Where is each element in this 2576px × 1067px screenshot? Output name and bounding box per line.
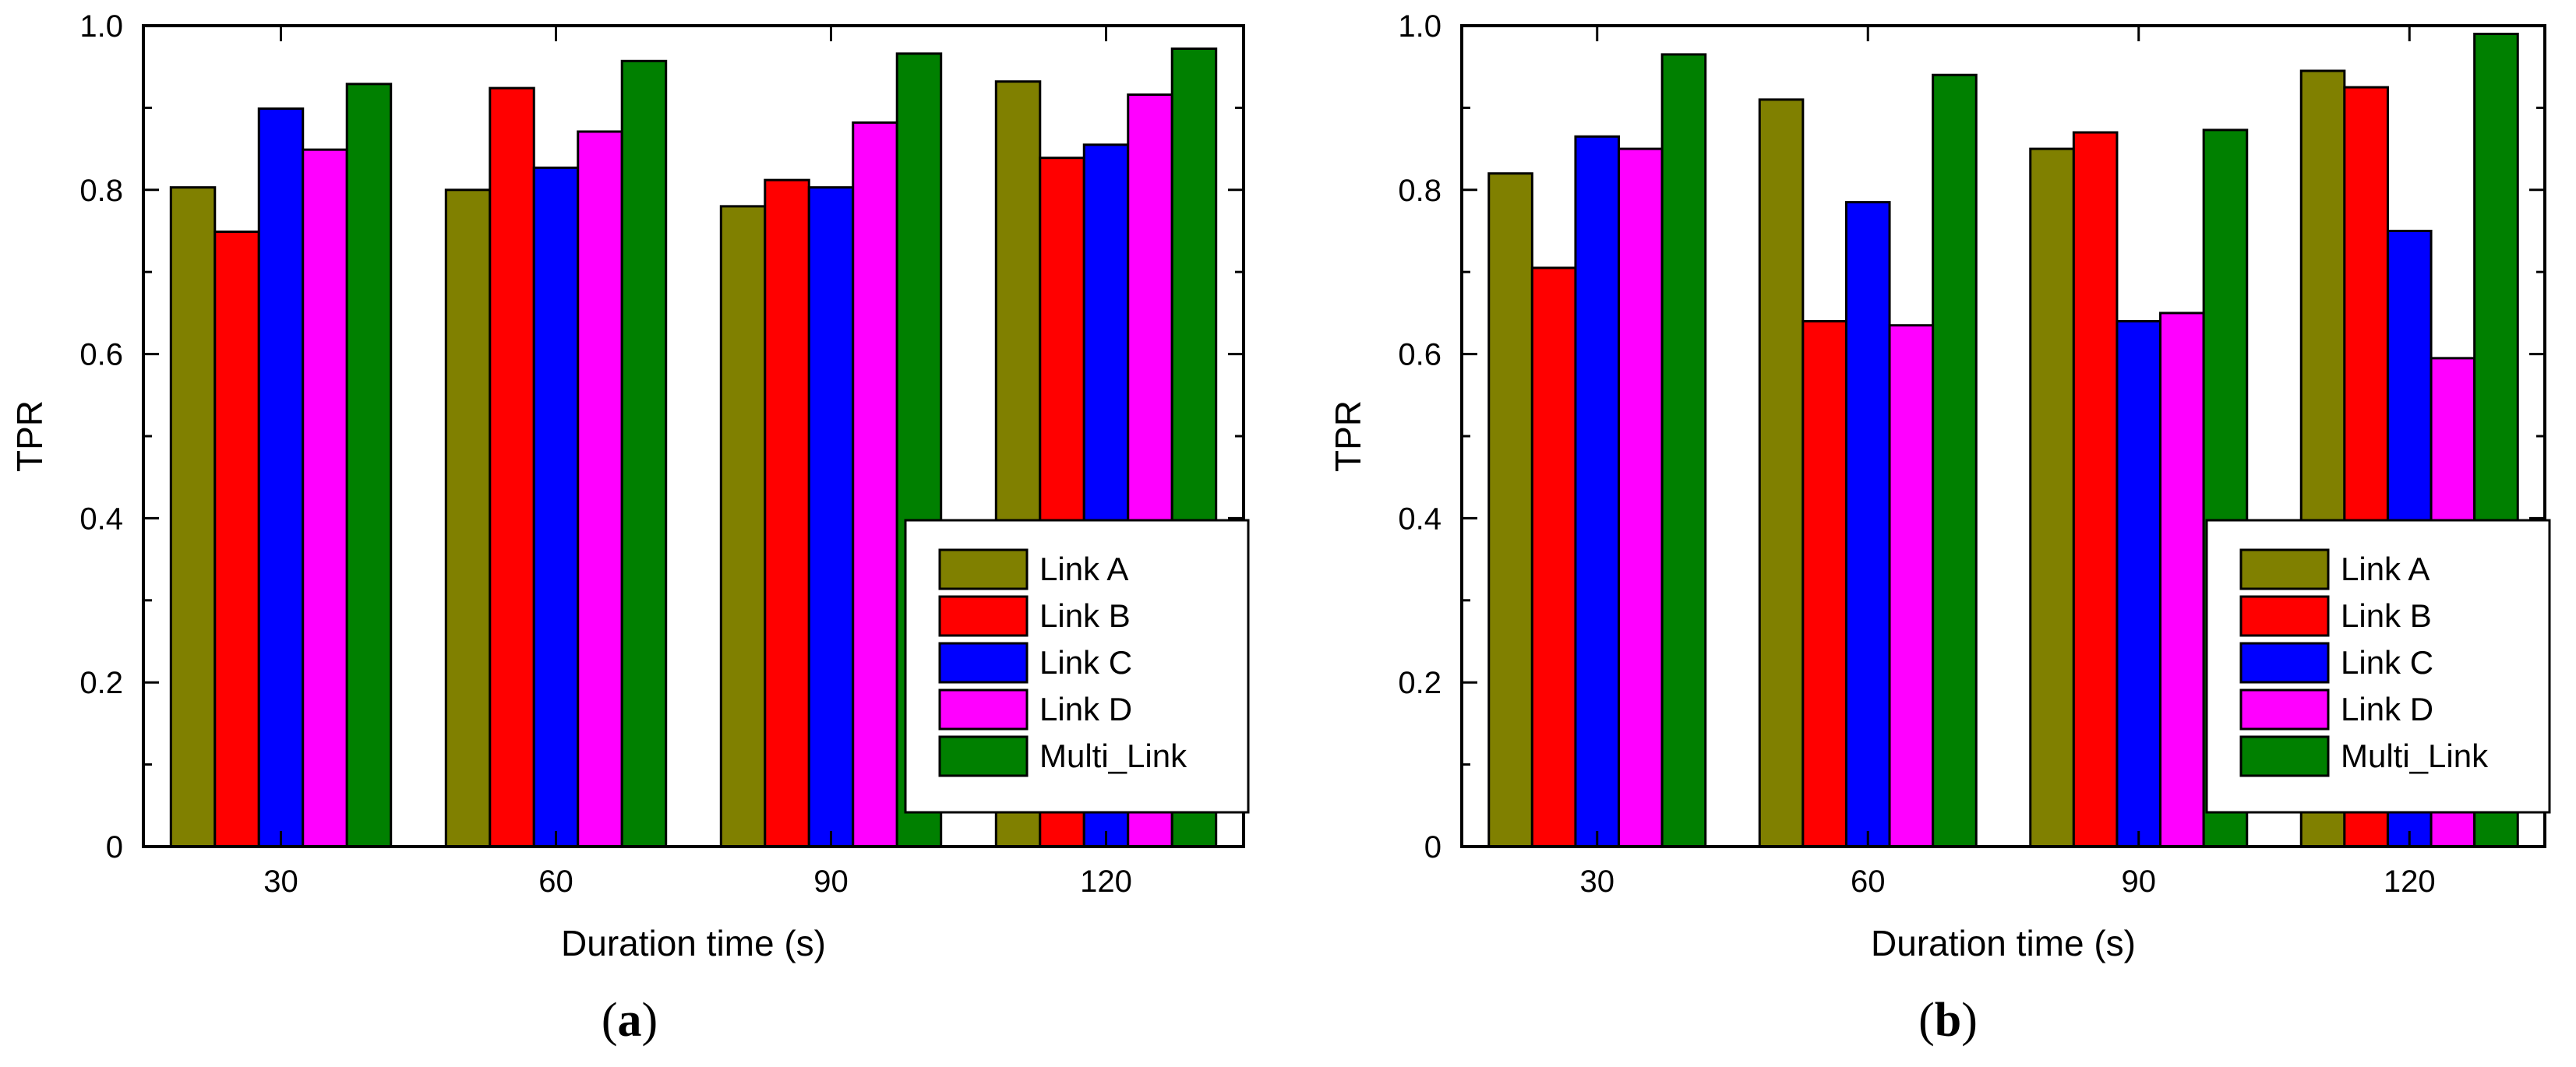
x-tick-label: 90 bbox=[2122, 865, 2157, 899]
y-tick-label: 1.0 bbox=[79, 9, 123, 44]
y-axis-label: TPR bbox=[9, 400, 50, 472]
bar-link-b-30 bbox=[213, 231, 260, 848]
y-tick-label: 0 bbox=[1424, 830, 1442, 865]
y-tick-label: 0.8 bbox=[1398, 174, 1442, 208]
bar-link-a-30 bbox=[1487, 172, 1533, 848]
legend-label: Link D bbox=[1039, 691, 1132, 727]
x-tick-label: 60 bbox=[1851, 865, 1886, 899]
legend-label: Link A bbox=[2341, 551, 2430, 587]
x-tick-label: 120 bbox=[2384, 865, 2436, 899]
x-tick-label: 60 bbox=[538, 865, 573, 899]
legend-label: Multi_Link bbox=[2341, 738, 2489, 774]
legend-swatch-link-c bbox=[938, 642, 1029, 684]
legend-label: Link A bbox=[1039, 551, 1128, 587]
y-tick-label: 0.4 bbox=[79, 502, 123, 536]
bar-link-a-60 bbox=[1758, 98, 1805, 848]
x-axis-label: Duration time (s) bbox=[561, 923, 826, 963]
bar-multi-link-60 bbox=[620, 59, 668, 848]
legend-swatch-link-a bbox=[2239, 548, 2330, 590]
bar-link-d-30 bbox=[302, 148, 348, 848]
bar-link-d-30 bbox=[1618, 147, 1664, 848]
legend-label: Link C bbox=[1039, 644, 1132, 681]
panel-label: (a) bbox=[602, 994, 658, 1047]
y-tick-label: 0.6 bbox=[1398, 338, 1442, 372]
legend-label: Link B bbox=[2341, 597, 2432, 634]
x-tick-label: 120 bbox=[1080, 865, 1132, 899]
bar-link-c-90 bbox=[2115, 319, 2162, 848]
legend-label: Link C bbox=[2341, 644, 2433, 681]
legend-swatch-multi-link bbox=[2239, 735, 2330, 777]
x-tick-label: 30 bbox=[263, 865, 298, 899]
bar-link-b-30 bbox=[1530, 266, 1577, 848]
bar-link-b-90 bbox=[764, 178, 810, 848]
chart-panel-a: 0 0.2 0.4 0.6 0.8 1.0 30 60 90 120 Link A Link B Lin… bbox=[9, 9, 1250, 1047]
bar-multi-link-30 bbox=[1660, 53, 1707, 848]
bar-link-b-60 bbox=[1801, 319, 1847, 848]
bar-link-b-60 bbox=[489, 86, 535, 848]
bar-link-a-30 bbox=[169, 186, 217, 848]
bar-link-d-90 bbox=[852, 121, 898, 848]
bar-link-c-60 bbox=[532, 166, 580, 848]
bar-multi-link-60 bbox=[1932, 73, 1978, 848]
chart-panel-b: 0 0.2 0.4 0.6 0.8 1.0 30 60 90 120 Link A Link B Lin… bbox=[1328, 9, 2551, 1047]
x-axis-label: Duration time (s) bbox=[1871, 923, 2136, 963]
plot-frame bbox=[1460, 24, 2546, 848]
bar-link-a-60 bbox=[444, 188, 492, 848]
legend-swatch-link-a bbox=[938, 548, 1029, 590]
y-tick-label: 0.8 bbox=[79, 174, 123, 208]
bar-link-a-90 bbox=[2029, 147, 2075, 848]
legend-swatch-link-c bbox=[2239, 642, 2330, 684]
y-tick-label: 0.4 bbox=[1398, 502, 1442, 536]
bar-link-c-30 bbox=[257, 107, 305, 848]
y-tick-label: 1.0 bbox=[1398, 9, 1442, 44]
y-axis-label: TPR bbox=[1328, 400, 1368, 472]
bar-link-d-90 bbox=[2159, 312, 2205, 848]
legend-label: Link B bbox=[1039, 597, 1131, 634]
x-tick-label: 30 bbox=[1580, 865, 1615, 899]
panel-label: (b) bbox=[1918, 994, 1978, 1047]
legend-label: Link D bbox=[2341, 691, 2433, 727]
legend-swatch-link-d bbox=[938, 688, 1029, 731]
y-tick-label: 0 bbox=[106, 830, 123, 865]
x-tick-label: 90 bbox=[813, 865, 849, 899]
bar-multi-link-30 bbox=[345, 83, 393, 848]
bar-link-c-90 bbox=[807, 186, 855, 848]
legend-swatch-multi-link bbox=[938, 735, 1029, 777]
y-tick-label: 0.6 bbox=[79, 338, 123, 372]
legend-swatch-link-b bbox=[938, 595, 1029, 637]
y-tick-label: 0.2 bbox=[79, 666, 123, 700]
legend-swatch-link-b bbox=[2239, 595, 2330, 637]
bar-link-c-30 bbox=[1574, 135, 1621, 848]
bar-link-b-90 bbox=[2072, 131, 2119, 848]
bar-link-c-60 bbox=[1844, 201, 1891, 848]
bar-link-d-60 bbox=[1888, 324, 1935, 848]
legend-swatch-link-d bbox=[2239, 688, 2330, 731]
bar-link-d-60 bbox=[577, 130, 623, 848]
plot-frame bbox=[142, 24, 1245, 848]
legend-label: Multi_Link bbox=[1039, 738, 1187, 774]
y-tick-label: 0.2 bbox=[1398, 666, 1442, 700]
bar-link-a-90 bbox=[719, 205, 767, 848]
